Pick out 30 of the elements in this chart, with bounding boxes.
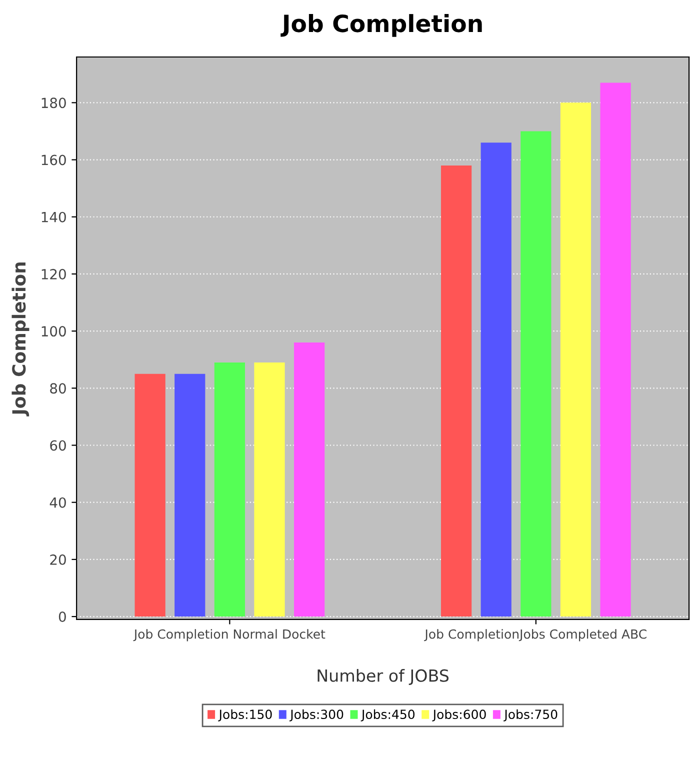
y-tick-label: 140 [42,212,66,222]
bar [134,374,166,617]
y-tick-label: 80 [50,383,66,394]
bar [520,131,552,617]
y-tick-label: 40 [50,497,66,508]
bar [600,82,631,617]
legend-label: Jobs:600 [432,709,486,722]
bar [254,362,285,617]
y-tick-label: 0 [58,612,66,622]
y-tick-label: 60 [50,440,66,451]
bar [440,165,472,617]
y-tick-label: 20 [50,554,66,565]
chart-title: Job Completion [280,14,482,37]
y-tick-label: 180 [42,98,66,108]
bar [294,342,325,617]
x-axis-title: Number of JOBS [318,669,449,685]
y-tick-label: 100 [42,326,66,337]
bar [174,374,206,617]
y-axis-title: Job Completion [12,262,30,416]
legend-label: Jobs:450 [360,709,415,722]
legend-label: Jobs:150 [218,709,272,722]
bar [560,102,592,617]
x-tick-label: Job CompletionJobs Completed ABC [424,629,646,642]
bar [214,362,245,617]
y-tick-label: 120 [42,268,66,280]
legend-label: Jobs:750 [504,709,558,722]
y-tick-label: 160 [42,154,66,166]
bar [480,142,512,617]
legend-label: Jobs:300 [290,709,344,722]
x-tick-label: Job Completion Normal Docket [133,629,326,642]
